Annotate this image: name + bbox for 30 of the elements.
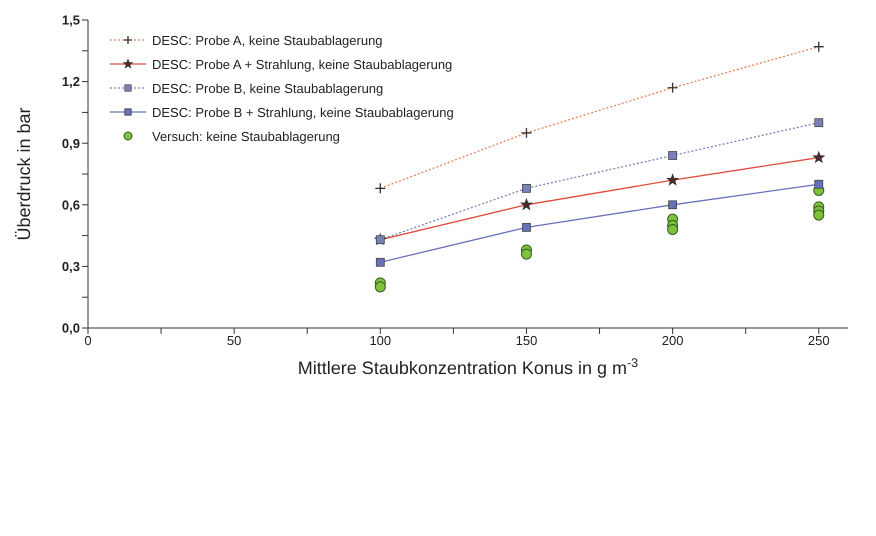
y-tick-label: 0,0 xyxy=(62,320,80,336)
x-tick-label: 250 xyxy=(808,333,830,348)
x-tick-label: 0 xyxy=(84,333,92,348)
y-axis-title: Überdruck in bar xyxy=(14,107,34,241)
y-tick-label: 0,9 xyxy=(62,136,80,151)
point xyxy=(814,180,824,189)
point xyxy=(668,151,678,160)
point xyxy=(520,248,532,260)
legend-label: DESC: Probe A, keine Staubablagerung xyxy=(152,32,383,48)
point xyxy=(522,184,531,193)
y-tick-label: 1,5 xyxy=(62,12,80,28)
point xyxy=(376,258,385,267)
legend-label: DESC: Probe A + Strahlung, keine Staubablagerung xyxy=(152,56,452,72)
x-tick-label: 200 xyxy=(662,333,684,348)
legend-label: DESC: Probe B, keine Staubablagerung xyxy=(152,80,384,96)
point xyxy=(522,222,531,232)
y-tick-label: 1,2 xyxy=(62,74,80,90)
point xyxy=(374,281,386,292)
x-tick-label: 100 xyxy=(369,333,392,348)
y-tick-label: 0,6 xyxy=(62,197,80,212)
y-tick-label: 0,3 xyxy=(62,259,80,274)
x-tick-label: 50 xyxy=(226,333,242,348)
x-axis-title: Mittlere Staubkonzentration Konus in g m$^{-3}$ xyxy=(298,356,638,378)
legend-label: DESC: Probe B + Strahlung, keine Staubablagerung xyxy=(152,104,454,120)
point xyxy=(668,200,678,210)
point xyxy=(813,210,824,221)
point xyxy=(814,118,824,128)
point xyxy=(667,224,678,235)
x-tick-label: 150 xyxy=(516,333,538,348)
legend-label: Versuch: keine Staubablagerung xyxy=(152,128,340,144)
